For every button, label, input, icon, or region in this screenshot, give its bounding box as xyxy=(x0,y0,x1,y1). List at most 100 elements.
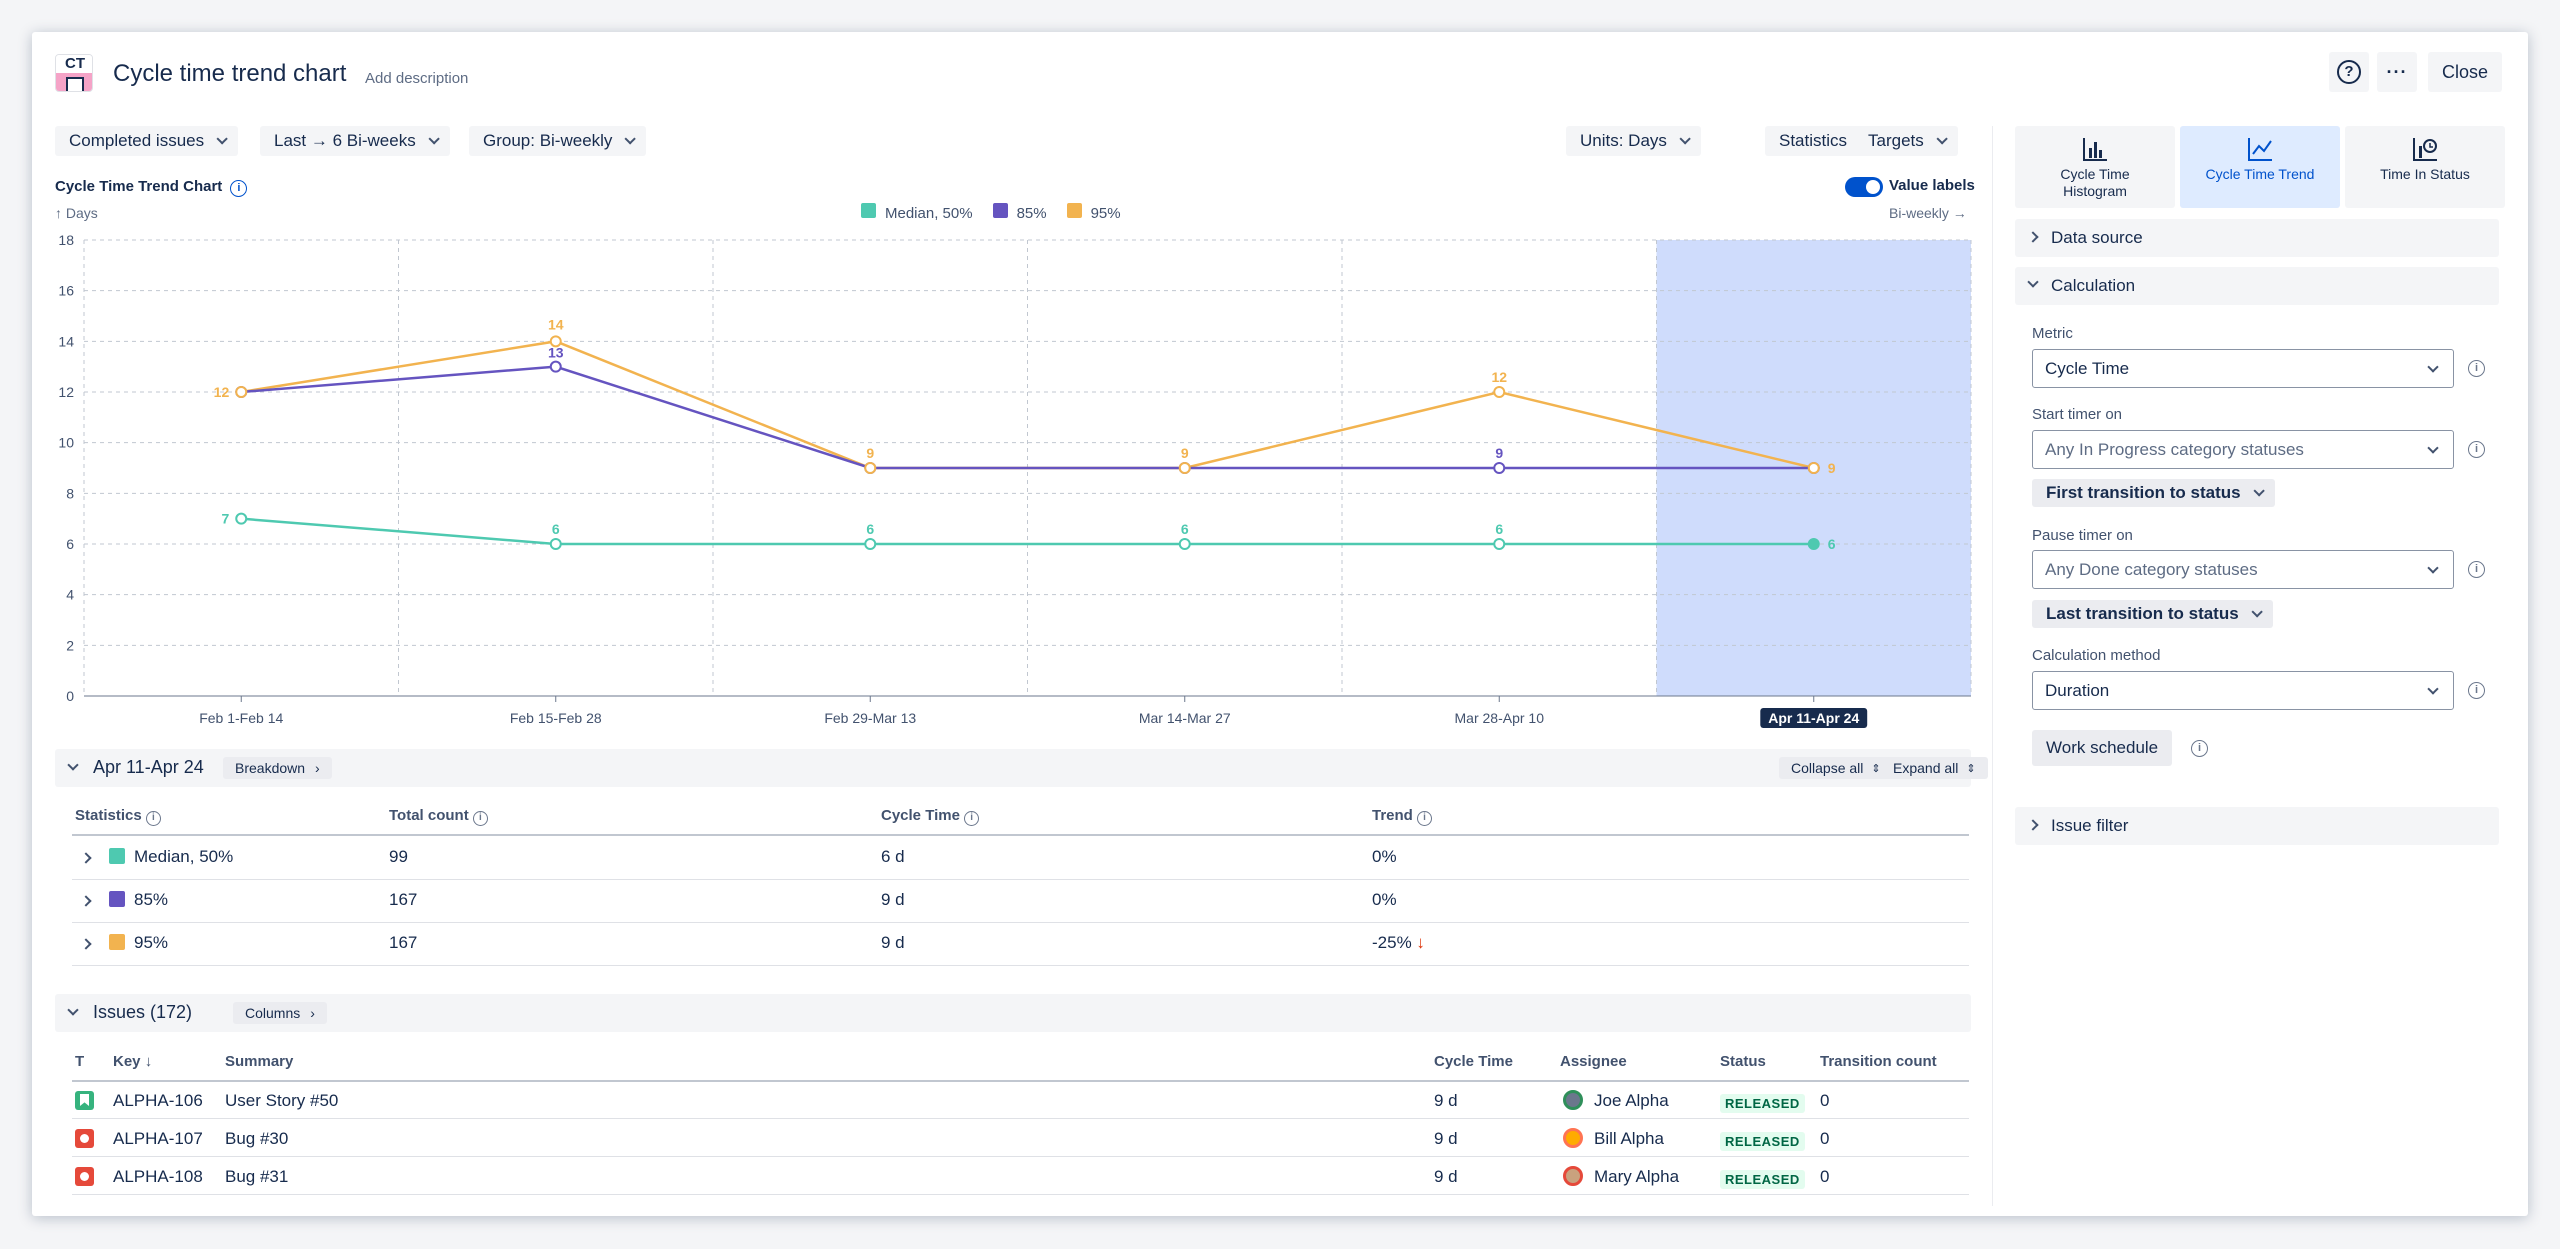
sort-down-icon: ↓ xyxy=(144,1053,153,1070)
col-cycle-time: Cycle Time i xyxy=(881,807,980,826)
data-label: 12 xyxy=(214,384,230,400)
data-point xyxy=(235,512,248,525)
status-badge: RELEASED xyxy=(1720,1094,1805,1113)
panel-divider xyxy=(1992,126,1993,1206)
work-schedule-button[interactable]: Work schedule xyxy=(2032,730,2173,766)
avatar xyxy=(1563,1166,1583,1186)
bug-icon xyxy=(75,1129,94,1148)
chevron-down-icon[interactable] xyxy=(67,759,79,771)
tab-cycle-time-trend[interactable]: Cycle Time Trend xyxy=(2180,126,2340,208)
data-label: 9 xyxy=(866,445,874,461)
histogram-icon xyxy=(2083,138,2107,161)
status-chart-icon xyxy=(2413,138,2437,161)
trend-chart-icon xyxy=(2248,138,2272,161)
col-key[interactable]: Key ↓ xyxy=(113,1053,153,1070)
data-label: 6 xyxy=(866,521,874,537)
add-description-link[interactable]: Add description xyxy=(365,70,469,87)
targets-dropdown[interactable]: Targets xyxy=(1854,126,1958,156)
start-timer-select[interactable]: Any In Progress category statuses xyxy=(2032,430,2454,469)
chevron-right-icon[interactable] xyxy=(80,852,92,864)
x-tick-label: Apr 11-Apr 24 xyxy=(1768,710,1859,726)
tab-cycle-time-histogram[interactable]: Cycle Time Histogram xyxy=(2015,126,2175,208)
start-transition-dropdown[interactable]: First transition to status xyxy=(2032,479,2275,507)
collapse-all-button[interactable]: Collapse all ⇕ xyxy=(1779,757,1893,779)
data-point xyxy=(549,538,562,550)
breakdown-button[interactable]: Breakdown › xyxy=(223,757,332,779)
data-source-section[interactable]: Data source xyxy=(2015,219,2499,257)
data-label: 6 xyxy=(1181,521,1189,537)
time-range-dropdown[interactable]: Last → 6 Bi-weeks xyxy=(260,126,450,156)
data-label: 6 xyxy=(552,521,560,537)
columns-button[interactable]: Columns › xyxy=(233,1002,327,1024)
data-point xyxy=(1178,538,1191,550)
x-tick-label: Mar 14-Mar 27 xyxy=(1139,710,1231,726)
info-icon[interactable]: i xyxy=(2191,740,2208,757)
chevron-down-icon[interactable] xyxy=(67,1004,79,1016)
info-icon[interactable]: i xyxy=(2468,682,2485,699)
calculation-method-select[interactable]: Duration xyxy=(2032,671,2454,710)
chart-dialog: CT Cycle time trend chart Add descriptio… xyxy=(32,32,2528,1216)
issue-key-link[interactable]: ALPHA-108 xyxy=(113,1167,203,1186)
legend-item-95[interactable]: 95% xyxy=(1066,203,1121,222)
more-button[interactable]: ··· xyxy=(2377,52,2417,92)
issue-summary-link[interactable]: User Story #50 xyxy=(225,1091,339,1110)
expand-all-button[interactable]: Expand all ⇕ xyxy=(1881,757,1988,779)
info-icon[interactable]: i xyxy=(2468,360,2485,377)
info-icon[interactable]: i xyxy=(230,180,248,197)
close-button[interactable]: Close xyxy=(2428,52,2502,92)
x-tick-label: Feb 29-Mar 13 xyxy=(824,710,916,726)
status-badge: RELEASED xyxy=(1720,1170,1805,1189)
metric-select[interactable]: Cycle Time xyxy=(2032,349,2454,388)
data-point xyxy=(864,538,877,550)
legend-item-median[interactable]: Median, 50% xyxy=(861,203,973,222)
status-badge: RELEASED xyxy=(1720,1132,1805,1151)
info-icon[interactable]: i xyxy=(2468,561,2485,578)
pause-transition-dropdown[interactable]: Last transition to status xyxy=(2032,600,2273,628)
units-dropdown[interactable]: Units: Days xyxy=(1566,126,1701,156)
issue-key-link[interactable]: ALPHA-106 xyxy=(113,1091,203,1110)
calculation-section[interactable]: Calculation xyxy=(2015,267,2499,305)
page-title[interactable]: Cycle time trend chart xyxy=(113,60,347,87)
avatar xyxy=(1563,1090,1583,1110)
issue-summary-link[interactable]: Bug #31 xyxy=(225,1167,289,1186)
info-icon[interactable]: i xyxy=(2468,441,2485,458)
issue-key-link[interactable]: ALPHA-107 xyxy=(113,1129,203,1148)
data-label: 9 xyxy=(1495,445,1503,461)
breakdown-header: Apr 11-Apr 24 Breakdown › Collapse all ⇕ E… xyxy=(55,749,1988,787)
data-point xyxy=(1178,462,1191,474)
data-label: 9 xyxy=(1181,445,1189,461)
chevron-down-icon xyxy=(2427,442,2439,454)
arrow-down-icon: ↓ xyxy=(1416,933,1425,952)
help-button[interactable]: ? xyxy=(2329,52,2369,92)
series-swatch xyxy=(109,934,125,950)
value-labels-toggle[interactable] xyxy=(1845,177,1883,197)
app-logo: CT xyxy=(55,54,93,92)
chevron-right-icon[interactable] xyxy=(80,895,92,907)
y-tick-label: 4 xyxy=(66,587,74,603)
series-line-0 xyxy=(241,517,1814,546)
chart-title: Cycle Time Trend Chart i xyxy=(55,178,248,197)
data-label: 7 xyxy=(221,511,229,527)
y-tick-label: 10 xyxy=(58,435,74,451)
data-label: 14 xyxy=(548,316,564,332)
chevron-right-icon[interactable] xyxy=(80,938,92,950)
data-label: 13 xyxy=(548,345,564,361)
breakdown-period: Apr 11-Apr 24 xyxy=(93,757,204,777)
tab-time-in-status[interactable]: Time In Status xyxy=(2345,126,2505,208)
x-tick-label: Feb 1-Feb 14 xyxy=(199,710,283,726)
group-dropdown[interactable]: Group: Bi-weekly xyxy=(469,126,647,156)
issue-summary-link[interactable]: Bug #30 xyxy=(225,1129,289,1148)
chevron-down-icon xyxy=(2427,361,2439,373)
issues-title: Issues (172) xyxy=(93,1002,193,1022)
y-tick-label: 0 xyxy=(66,688,74,704)
x-tick-label: Feb 15-Feb 28 xyxy=(510,710,602,726)
legend-item-85[interactable]: 85% xyxy=(992,203,1047,222)
pause-timer-select[interactable]: Any Done category statuses xyxy=(2032,550,2454,589)
issues-scope-dropdown[interactable]: Completed issues xyxy=(55,126,239,156)
series-line-1 xyxy=(241,365,1814,470)
issue-filter-section[interactable]: Issue filter xyxy=(2015,807,2499,845)
y-tick-label: 6 xyxy=(66,536,74,552)
y-tick-label: 8 xyxy=(66,485,74,501)
y-tick-label: 18 xyxy=(58,232,74,248)
series-swatch xyxy=(109,848,125,864)
